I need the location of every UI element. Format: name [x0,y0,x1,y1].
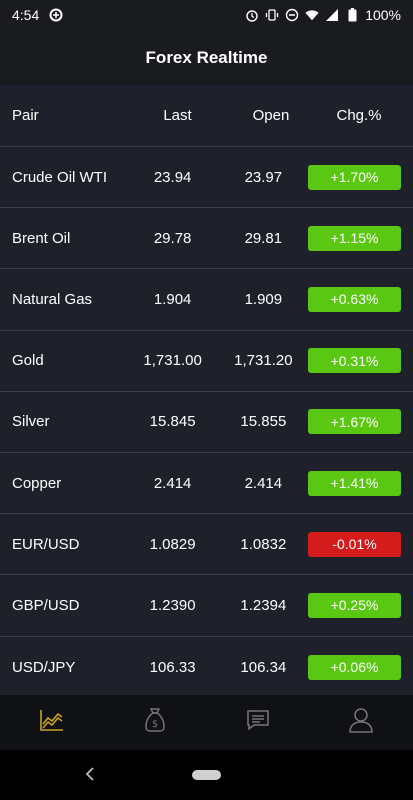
battery-icon [345,8,359,22]
chart-icon [39,708,65,737]
table-row[interactable]: Copper 2.414 2.414 +1.41% [0,453,413,515]
profile-icon [349,707,374,738]
last-price: 1.2390 [149,596,196,614]
table-row[interactable]: Gold 1,731.00 1,731.20 +0.31% [0,331,413,392]
svg-text:$: $ [152,719,158,730]
pair-name: Silver [12,413,50,431]
change-cell: +1.41% [308,470,401,496]
change-badge: +1.67% [308,409,401,435]
last-price: 23.94 [153,168,192,186]
table-row[interactable]: EUR/USD 1.0829 1.0832 -0.01% [0,514,413,576]
nav-item-markets[interactable] [22,695,82,750]
pair-name: Gold [12,352,44,370]
battery-percent: 100% [365,7,401,23]
open-price: 1.909 [244,290,283,308]
table-row[interactable]: Crude Oil WTI 23.94 23.97 +1.70% [0,147,413,209]
table-body: Crude Oil WTI 23.94 23.97 +1.70% Brent Oil 29… [0,147,413,698]
open-price: 106.34 [240,658,287,676]
open-price: 15.855 [240,413,287,431]
change-cell: +1.15% [308,225,401,251]
last-price: 106.33 [149,658,196,676]
last-price: 2.414 [153,474,192,492]
pair-name: EUR/USD [12,535,80,553]
quotes-table: Pair Last Open Chg.% Crude Oil WTI 23.94 2… [0,85,413,695]
table-row[interactable]: Silver 15.845 15.855 +1.67% [0,392,413,453]
status-bar: 4:54 100% [0,0,413,30]
pair-name: Copper [12,474,62,492]
nav-item-news[interactable] [228,695,288,750]
change-badge: +0.25% [308,592,401,618]
table-header: Pair Last Open Chg.% [0,85,413,147]
data-saver-icon [49,8,63,22]
column-header-change: Chg.% [317,107,401,124]
column-header-change-label: Chg.% [336,107,382,124]
change-cell: -0.01% [308,531,401,557]
last-price: 1.0829 [149,535,196,553]
system-nav-bar [0,750,413,800]
column-header-pair: Pair [12,107,39,124]
signal-icon [325,8,339,22]
change-badge: +0.63% [308,286,401,312]
change-badge: -0.01% [308,531,401,557]
vibrate-icon [265,8,279,22]
money-bag-icon: $ [144,707,166,738]
app-header: Forex Realtime [0,30,413,85]
pair-name: Crude Oil WTI [12,168,108,186]
open-price: 2.414 [244,474,283,492]
change-cell: +0.25% [308,592,401,618]
table-row[interactable]: GBP/USD 1.2390 1.2394 +0.25% [0,575,413,637]
change-badge: +0.31% [308,348,401,374]
change-cell: +0.31% [308,348,401,374]
change-badge: +1.41% [308,470,401,496]
table-row[interactable]: Natural Gas 1.904 1.909 +0.63% [0,269,413,331]
pair-name: USD/JPY [12,658,76,676]
column-header-open: Open [252,107,290,124]
last-price: 15.845 [149,413,196,431]
pair-name: Natural Gas [12,290,93,308]
open-price: 1,731.20 [234,352,293,370]
back-button[interactable] [82,764,98,786]
do-not-disturb-icon [285,8,299,22]
open-price: 1.2394 [240,596,287,614]
status-time: 4:54 [12,7,40,23]
change-cell: +1.67% [308,409,401,435]
table-row[interactable]: Brent Oil 29.78 29.81 +1.15% [0,208,413,270]
nav-item-profile[interactable] [331,695,391,750]
bottom-nav: $ [0,695,413,750]
change-cell: +0.63% [308,286,401,312]
wifi-icon [305,8,319,22]
change-cell: +0.06% [308,654,401,680]
open-price: 1.0832 [240,535,287,553]
column-header-last: Last [163,107,192,124]
chevron-left-icon [85,765,95,786]
change-badge: +1.15% [308,225,401,251]
news-icon [246,709,270,736]
pair-name: Brent Oil [12,229,71,247]
change-badge: +0.06% [308,654,401,680]
last-price: 29.78 [153,229,192,247]
page-title: Forex Realtime [145,47,268,67]
alarm-icon [245,8,259,22]
open-price: 23.97 [244,168,283,186]
change-cell: +1.70% [308,164,401,190]
pair-name: GBP/USD [12,596,80,614]
last-price: 1,731.00 [143,352,202,370]
table-row[interactable]: USD/JPY 106.33 106.34 +0.06% [0,637,413,698]
nav-item-money[interactable]: $ [125,695,185,750]
last-price: 1.904 [153,290,192,308]
home-button[interactable] [192,770,221,780]
change-badge: +1.70% [308,164,401,190]
open-price: 29.81 [244,229,283,247]
